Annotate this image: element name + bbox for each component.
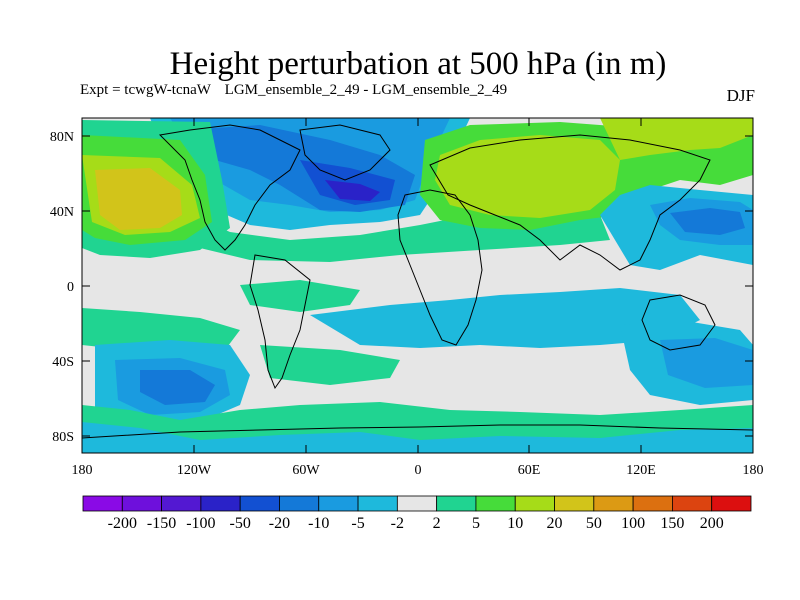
plot-title: Height perturbation at 500 hPa (in m) [169, 46, 667, 82]
colorbar-swatch [161, 495, 202, 512]
lat-label-80n: 80N [50, 130, 74, 145]
colorbar-label: 2 [433, 515, 441, 532]
colorbar-label: 20 [547, 515, 563, 532]
experiment-label: Expt = tcwgW-tcnaW [80, 82, 211, 98]
lat-label-40s: 40S [52, 355, 74, 370]
colorbar-swatch [554, 495, 595, 512]
coastline-australia [641, 294, 716, 351]
colorbar-label: -100 [186, 515, 215, 532]
coastline-greenland [299, 124, 391, 181]
contour-negative-arctic-5 [325, 180, 380, 201]
colorbar-labels: -200 -150 -100 -50 -20 -10 -5 -2 2 5 10 20 50 100 150 2… [108, 515, 724, 532]
colorbar-swatch [82, 495, 123, 512]
lat-ticks [82, 135, 753, 437]
colorbar [82, 495, 752, 512]
contour-negative-south-pacific-3 [140, 370, 215, 405]
contour-patch-central-pacific [82, 308, 240, 352]
lon-label-0: 0 [415, 463, 422, 478]
contour-field [82, 118, 753, 453]
contour-patch-south-america [240, 280, 360, 312]
colorbar-label: -10 [308, 515, 329, 532]
colorbar-swatch [239, 495, 280, 512]
lon-label-60w: 60W [292, 463, 320, 478]
colorbar-swatch [711, 495, 752, 512]
lon-label-60e: 60E [518, 463, 541, 478]
colorbar-label: 50 [586, 515, 602, 532]
lon-label-180w: 180 [72, 463, 93, 478]
contour-negative-south-atlantic [310, 288, 700, 348]
lon-label-120e: 120E [626, 463, 656, 478]
contour-patch-indian-ocean [260, 345, 400, 385]
colorbar-swatch [357, 495, 398, 512]
coastline-africa-europe [397, 189, 483, 346]
colorbar-swatch [632, 495, 673, 512]
contour-negative-south-indian-2 [660, 338, 753, 388]
lon-ticks [193, 118, 642, 453]
experiment-subtitle: Expt = tcwgW-tcnaW LGM_ensemble_2_49 - L… [80, 82, 507, 99]
colorbar-swatch [200, 495, 241, 512]
colorbar-label: -20 [269, 515, 290, 532]
colorbar-swatch [514, 495, 555, 512]
colorbar-swatch [396, 495, 438, 512]
colorbar-label: -150 [147, 515, 176, 532]
season-label: DJF [726, 86, 755, 105]
lat-label-80s: 80S [52, 430, 74, 445]
lon-label-120w: 120W [177, 463, 212, 478]
colorbar-swatch [318, 495, 359, 512]
coastline-south-america [249, 254, 311, 390]
colorbar-label: 150 [660, 515, 684, 532]
colorbar-label: -5 [351, 515, 364, 532]
contour-negative-antarctic [82, 422, 753, 453]
colorbar-swatch [672, 495, 713, 512]
colorbar-label: -50 [230, 515, 251, 532]
colorbar-swatch [279, 495, 320, 512]
colorbar-swatch [436, 495, 477, 512]
lat-label-40n: 40N [50, 205, 74, 220]
contour-positive-pole [600, 118, 753, 160]
contour-negative-west-pacific-3 [670, 208, 745, 235]
lon-tick-labels: 180 120W 60W 0 60E 120E 180 [72, 463, 764, 478]
lon-label-180e: 180 [743, 463, 764, 478]
contour-positive-north-pacific-4 [95, 168, 182, 230]
contour-positive-eurasia [435, 135, 620, 218]
colorbar-label: -200 [108, 515, 137, 532]
coastline-north-america [158, 124, 301, 251]
colorbar-swatch [475, 495, 516, 512]
ensemble-label: LGM_ensemble_2_49 - LGM_ensemble_2_49 [224, 82, 508, 98]
colorbar-label: -2 [391, 515, 404, 532]
lat-label-0: 0 [67, 280, 74, 295]
coastline-asia [429, 134, 711, 271]
colorbar-label: 5 [472, 515, 480, 532]
colorbar-swatch [593, 495, 634, 512]
coastlines [82, 124, 753, 439]
colorbar-label: 10 [507, 515, 523, 532]
colorbar-label: 200 [700, 515, 724, 532]
colorbar-swatch [121, 495, 162, 512]
lat-tick-labels: 80N 40N 0 40S 80S [50, 130, 74, 445]
colorbar-label: 100 [621, 515, 645, 532]
coastline-antarctica [82, 424, 753, 439]
